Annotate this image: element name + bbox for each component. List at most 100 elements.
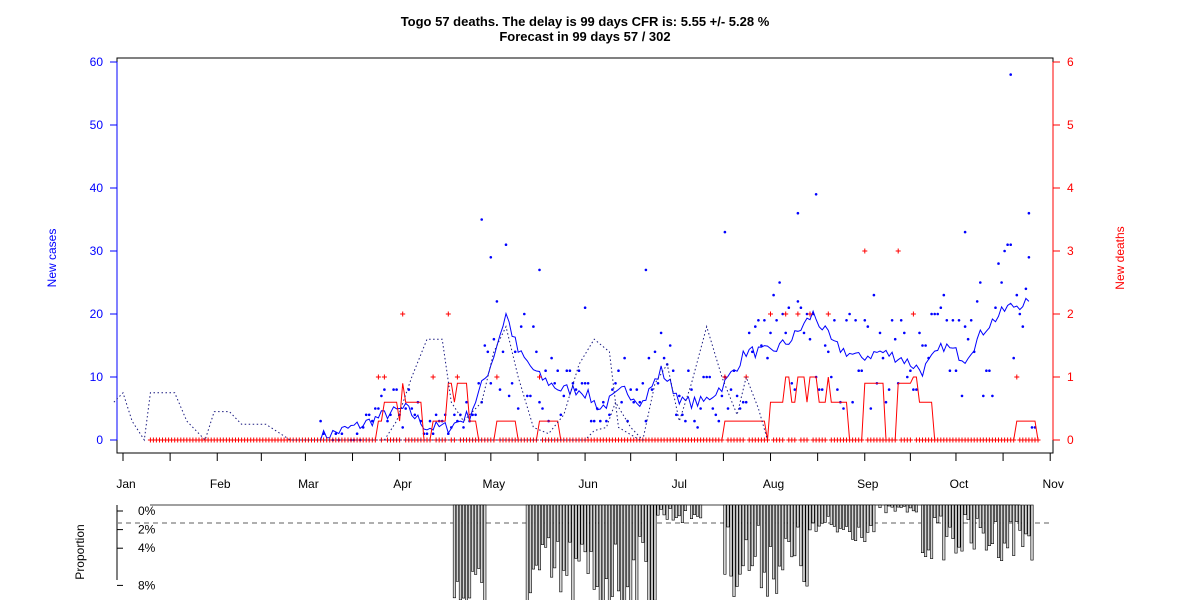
proportion-bar	[863, 504, 867, 543]
proportion-bar	[942, 504, 946, 561]
case-point	[760, 344, 763, 347]
proportion-bar	[905, 504, 909, 513]
left-tick-label: 20	[90, 307, 104, 321]
proportion-bar	[659, 504, 663, 510]
proportion-bar	[629, 504, 633, 600]
left-tick-label: 40	[90, 181, 104, 195]
case-point	[751, 350, 754, 354]
case-point	[954, 369, 958, 373]
case-point	[830, 375, 833, 379]
proportion-bar	[589, 504, 593, 552]
case-point	[726, 407, 730, 410]
x-tick-label: Jan	[116, 477, 135, 491]
title-line-1: Togo 57 deaths. The delay is 99 days CFR…	[400, 14, 770, 29]
proportion-bar	[583, 504, 587, 553]
case-point	[1027, 255, 1031, 259]
case-point	[583, 382, 587, 385]
case-point	[842, 407, 845, 410]
proportion-bar	[948, 504, 952, 528]
x-tick-label: May	[483, 477, 506, 491]
proportion-bar	[656, 504, 660, 516]
proportion-bar	[638, 504, 642, 537]
proportion-bar	[902, 504, 906, 507]
case-point	[371, 419, 374, 423]
death-point	[807, 311, 813, 317]
case-point	[614, 382, 617, 385]
case-point	[562, 394, 566, 398]
proportion-bar	[562, 504, 566, 571]
case-point	[836, 388, 839, 391]
case-point	[708, 375, 711, 379]
proportion-bar	[787, 504, 791, 542]
case-point	[912, 388, 915, 391]
proportion-bar	[924, 504, 928, 558]
proportion-bar	[699, 504, 703, 519]
case-point	[681, 413, 684, 417]
proportion-bar	[762, 504, 766, 573]
case-point	[951, 319, 955, 322]
case-point	[671, 369, 675, 373]
case-point	[608, 413, 611, 417]
proportion-bar	[452, 504, 456, 599]
proportion-bar	[975, 504, 979, 519]
case-point	[641, 382, 645, 385]
case-point	[741, 400, 745, 404]
case-point	[374, 407, 377, 410]
case-point	[544, 369, 547, 373]
proportion-bar	[826, 504, 830, 517]
case-point	[720, 394, 724, 398]
case-point	[553, 382, 556, 385]
case-point	[538, 268, 541, 272]
proportion-bar	[1027, 504, 1031, 537]
death-point	[780, 437, 786, 443]
proportion-bar	[680, 504, 684, 524]
case-point	[972, 350, 976, 354]
proportion-bar	[468, 504, 472, 599]
left-tick-label: 0	[96, 433, 103, 447]
death-point	[822, 437, 828, 443]
proportion-bar	[823, 504, 827, 523]
proportion-bar	[914, 504, 918, 513]
case-point	[744, 400, 748, 404]
x-tick-label: Apr	[393, 477, 412, 491]
proportion-bar	[805, 504, 809, 587]
proportion-bar	[848, 504, 852, 533]
case-point	[431, 432, 435, 436]
case-point	[462, 426, 465, 429]
case-point	[489, 382, 493, 385]
proportion-bar	[729, 504, 733, 577]
case-point	[526, 394, 529, 398]
case-point	[699, 407, 702, 410]
proportion-bar	[996, 504, 1000, 558]
proportion-bar	[793, 504, 797, 557]
case-point	[793, 388, 797, 391]
case-point	[1015, 293, 1019, 297]
proportion-bar	[799, 504, 803, 567]
proportion-bar	[954, 504, 958, 554]
case-point	[364, 413, 368, 417]
proportion-bar	[814, 504, 818, 532]
case-point	[982, 394, 985, 398]
case-point	[1006, 243, 1009, 246]
case-point	[881, 356, 885, 360]
case-point	[985, 369, 988, 373]
case-point	[869, 407, 873, 410]
case-point	[504, 243, 508, 246]
proportion-bar	[525, 504, 529, 600]
proportion-bar	[869, 504, 873, 526]
proportion-bar	[586, 504, 590, 574]
case-point	[410, 407, 414, 410]
left-tick-label: 10	[90, 370, 104, 384]
proportion-bar	[987, 504, 991, 547]
case-point	[419, 419, 423, 423]
case-point	[632, 400, 635, 404]
case-point	[735, 394, 739, 398]
main-plot: Jan Feb Mar Apr May Jun Jul Aug Sep Oct Nov0102030…	[45, 55, 1127, 491]
case-point	[860, 369, 863, 373]
case-point	[447, 432, 450, 436]
death-point	[862, 248, 868, 254]
case-point	[659, 331, 663, 335]
death-point	[795, 311, 801, 317]
case-point	[723, 230, 727, 234]
case-point	[577, 369, 581, 373]
